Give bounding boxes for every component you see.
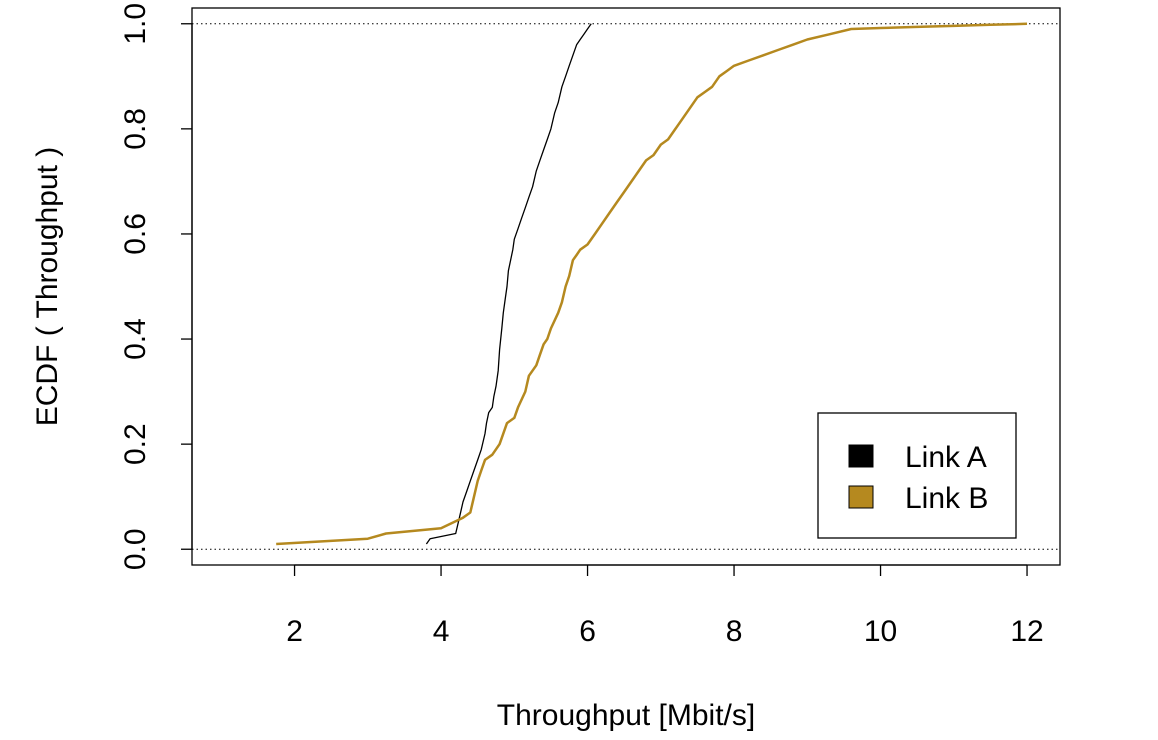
y-tick-label: 0.0 xyxy=(119,528,152,570)
legend: Link A Link B xyxy=(817,412,1017,539)
reference-lines xyxy=(192,23,1060,550)
legend-label: Link A xyxy=(905,441,987,474)
legend-label: Link B xyxy=(905,482,988,515)
y-tick-label: 0.6 xyxy=(119,213,152,255)
legend-swatch xyxy=(848,444,874,468)
y-tick-label: 0.2 xyxy=(119,423,152,465)
x-axis: 2 4 6 8 10 12 xyxy=(286,564,1044,648)
y-tick-label: 0.4 xyxy=(119,318,152,360)
x-tick-label: 4 xyxy=(433,615,450,648)
y-tick-label: 1.0 xyxy=(119,3,152,45)
x-tick-label: 6 xyxy=(579,615,596,648)
x-axis-label: Throughput [Mbit/s] xyxy=(497,699,755,732)
x-tick-label: 8 xyxy=(726,615,743,648)
series-layer xyxy=(276,22,1028,546)
series-line-link-a xyxy=(425,23,592,545)
y-axis: 0.0 0.2 0.4 0.6 0.8 1.0 xyxy=(119,3,193,570)
x-tick-label: 10 xyxy=(864,615,897,648)
x-tick-label: 12 xyxy=(1010,615,1043,648)
legend-box xyxy=(817,412,1017,539)
x-tick-label: 2 xyxy=(286,615,303,648)
legend-swatch xyxy=(848,485,874,509)
y-tick-label: 0.8 xyxy=(119,108,152,150)
y-axis-label: ECDF ( Throughput ) xyxy=(31,147,64,427)
series-line-link-b xyxy=(276,22,1028,546)
